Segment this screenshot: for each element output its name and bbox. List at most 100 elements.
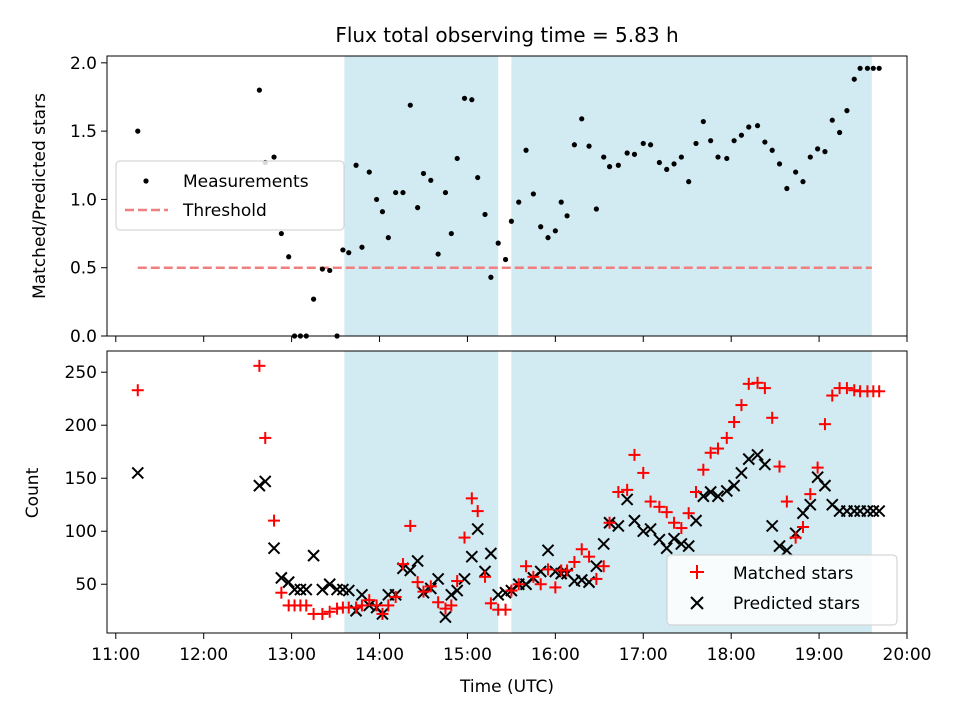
predicted-star-point bbox=[439, 610, 452, 624]
predicted-star-point bbox=[445, 588, 458, 602]
matched-star-point bbox=[484, 597, 497, 610]
measurement-point bbox=[746, 124, 752, 130]
matched-star-point bbox=[389, 590, 402, 603]
matched-star-point bbox=[568, 555, 581, 568]
matched-star-point bbox=[259, 431, 272, 444]
measurement-point bbox=[686, 179, 692, 185]
predicted-star-point bbox=[848, 504, 861, 518]
measurement-point bbox=[558, 199, 564, 205]
predicted-star-point bbox=[620, 493, 634, 506]
matched-star-point bbox=[404, 519, 417, 532]
top-y-axis-label: Matched/Predicted stars bbox=[30, 93, 50, 299]
measurement-point bbox=[271, 154, 277, 160]
measurement-point bbox=[586, 143, 592, 149]
matched-star-point bbox=[411, 576, 424, 589]
matched-star-point bbox=[597, 560, 610, 573]
bottom-y-tick-label: 50 bbox=[75, 575, 97, 595]
predicted-star-point bbox=[675, 537, 688, 551]
matched-star-point bbox=[323, 605, 336, 618]
measurement-point bbox=[876, 65, 882, 71]
matched-star-point bbox=[458, 531, 471, 544]
measurement-point bbox=[851, 76, 857, 82]
matched-star-point bbox=[542, 563, 555, 576]
measurement-point bbox=[359, 244, 365, 250]
measurement-point bbox=[448, 230, 454, 237]
x-tick-label: 14:00 bbox=[355, 645, 404, 665]
matched-star-point bbox=[520, 560, 533, 573]
predicted-star-point bbox=[575, 573, 588, 587]
predicted-star-point bbox=[355, 588, 369, 602]
measurement-point bbox=[640, 140, 646, 147]
predicted-star-point bbox=[323, 578, 336, 591]
measurement-point bbox=[278, 230, 284, 237]
predicted-star-point bbox=[590, 560, 603, 573]
measurement-point bbox=[482, 211, 488, 218]
predicted-star-point bbox=[727, 479, 741, 492]
predicted-star-point bbox=[253, 479, 266, 492]
matched-star-point bbox=[660, 506, 673, 519]
predicted-star-point bbox=[644, 522, 657, 536]
top-plot-frame bbox=[106, 55, 908, 337]
predicted-star-point bbox=[660, 541, 673, 555]
bottom-y-tick-label: 100 bbox=[65, 522, 97, 542]
measurement-point bbox=[754, 123, 761, 129]
predicted-star-point bbox=[534, 565, 547, 578]
matched-star-point bbox=[355, 599, 368, 612]
measurement-point bbox=[454, 155, 460, 162]
measurement-point bbox=[844, 108, 850, 114]
measurement-point bbox=[715, 154, 721, 160]
matched-star-point bbox=[363, 594, 376, 607]
measurement-point bbox=[700, 118, 706, 125]
predicted-star-point bbox=[484, 547, 498, 560]
matched-star-point bbox=[637, 466, 650, 479]
matched-star-point bbox=[690, 486, 703, 498]
bottom-shaded-region bbox=[344, 351, 499, 633]
predicted-star-point bbox=[316, 583, 329, 596]
predicted-star-point bbox=[720, 484, 733, 498]
predicted-star-point bbox=[818, 479, 832, 492]
predicted-star-point bbox=[492, 588, 505, 602]
measurement-point bbox=[508, 218, 514, 224]
measurement-point bbox=[385, 235, 391, 241]
measurement-point bbox=[769, 147, 775, 153]
matched-star-point bbox=[451, 575, 464, 588]
bottom-y-tick-label: 250 bbox=[65, 363, 97, 383]
predicted-star-point bbox=[541, 544, 555, 557]
matched-star-point bbox=[873, 385, 886, 398]
matched-star-point bbox=[300, 599, 313, 612]
matched-star-point bbox=[370, 599, 383, 612]
x-tick-label: 17:00 bbox=[619, 645, 668, 665]
measurement-point bbox=[435, 251, 441, 257]
x-tick-label: 11:00 bbox=[91, 645, 140, 665]
predicted-star-point bbox=[288, 583, 301, 596]
matched-star-point bbox=[471, 505, 484, 518]
measurement-point bbox=[738, 132, 745, 138]
matched-star-point bbox=[590, 572, 603, 585]
measurement-point bbox=[420, 170, 427, 177]
matched-star-point bbox=[697, 463, 710, 476]
measurement-point bbox=[564, 213, 570, 219]
measurement-point bbox=[579, 116, 585, 122]
measurement-point bbox=[530, 191, 536, 197]
measurement-point bbox=[379, 209, 386, 215]
matched-star-point bbox=[804, 488, 817, 501]
matched-star-point bbox=[811, 461, 824, 474]
predicted-star-point bbox=[330, 583, 344, 596]
matched-star-point bbox=[275, 586, 288, 599]
measurement-point bbox=[393, 189, 399, 196]
matched-star-point bbox=[575, 543, 588, 556]
x-axis-label: Time (UTC) bbox=[459, 677, 554, 697]
measurement-point bbox=[606, 164, 613, 170]
measurement-point bbox=[678, 154, 684, 160]
bottom-plot-frame bbox=[106, 350, 908, 634]
matched-star-point bbox=[789, 531, 802, 544]
measurement-point bbox=[776, 161, 783, 167]
predicted-star-point bbox=[282, 575, 295, 589]
matched-star-point bbox=[396, 558, 409, 571]
top-y-tick-label: 2.0 bbox=[70, 54, 97, 74]
matched-star-point bbox=[796, 520, 809, 533]
measurement-point bbox=[571, 142, 577, 148]
bottom-y-tick-label: 200 bbox=[65, 416, 97, 436]
matched-star-point bbox=[675, 522, 688, 535]
predicted-star-point bbox=[411, 554, 424, 568]
